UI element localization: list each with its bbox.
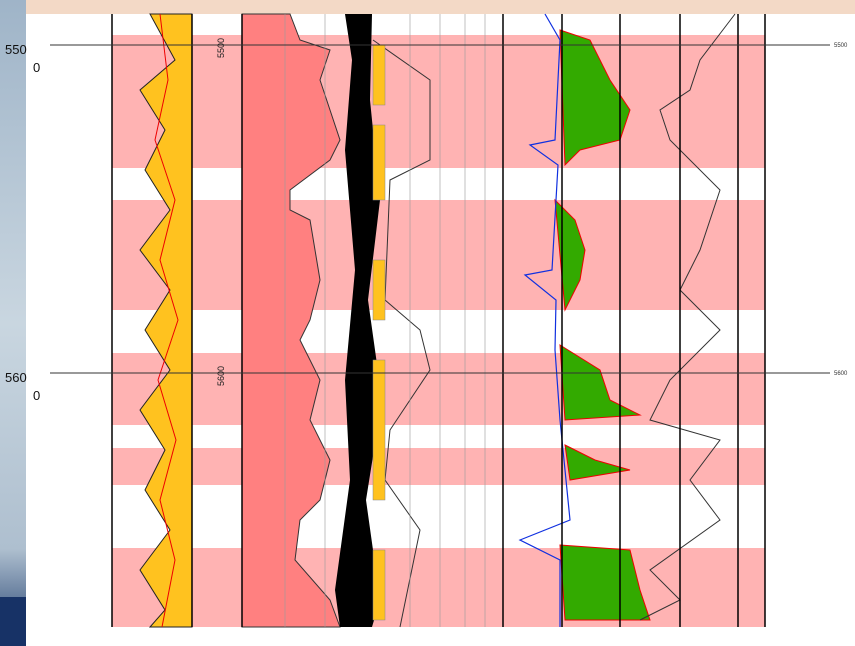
right-depth-label: 5500 bbox=[834, 43, 848, 49]
depth-label-minor: 0 bbox=[33, 60, 40, 75]
track-depth-label: 5600 bbox=[216, 366, 226, 386]
depth-label: 560 bbox=[5, 370, 27, 385]
black-curve bbox=[335, 14, 382, 627]
blue-curve bbox=[518, 13, 571, 627]
resistivity-curve bbox=[372, 39, 431, 628]
left-strip-dark bbox=[0, 597, 26, 646]
track-depth-label: 5500 bbox=[216, 38, 226, 58]
top-strip bbox=[0, 0, 855, 14]
minor-grid bbox=[284, 14, 486, 627]
depth-label: 550 bbox=[5, 42, 27, 57]
gr-fill bbox=[139, 13, 193, 628]
red-fill bbox=[241, 13, 341, 628]
right-depth-label: 5600 bbox=[834, 371, 848, 377]
yellow-blocks bbox=[372, 44, 386, 621]
depth-lines bbox=[50, 44, 830, 374]
depth-label-minor: 0 bbox=[33, 388, 40, 403]
density-curve bbox=[639, 13, 736, 621]
track-borders bbox=[111, 14, 766, 627]
gr-curve bbox=[154, 13, 179, 628]
left-strip bbox=[0, 0, 26, 646]
pink-bands bbox=[112, 35, 765, 627]
green-fill bbox=[554, 29, 651, 621]
